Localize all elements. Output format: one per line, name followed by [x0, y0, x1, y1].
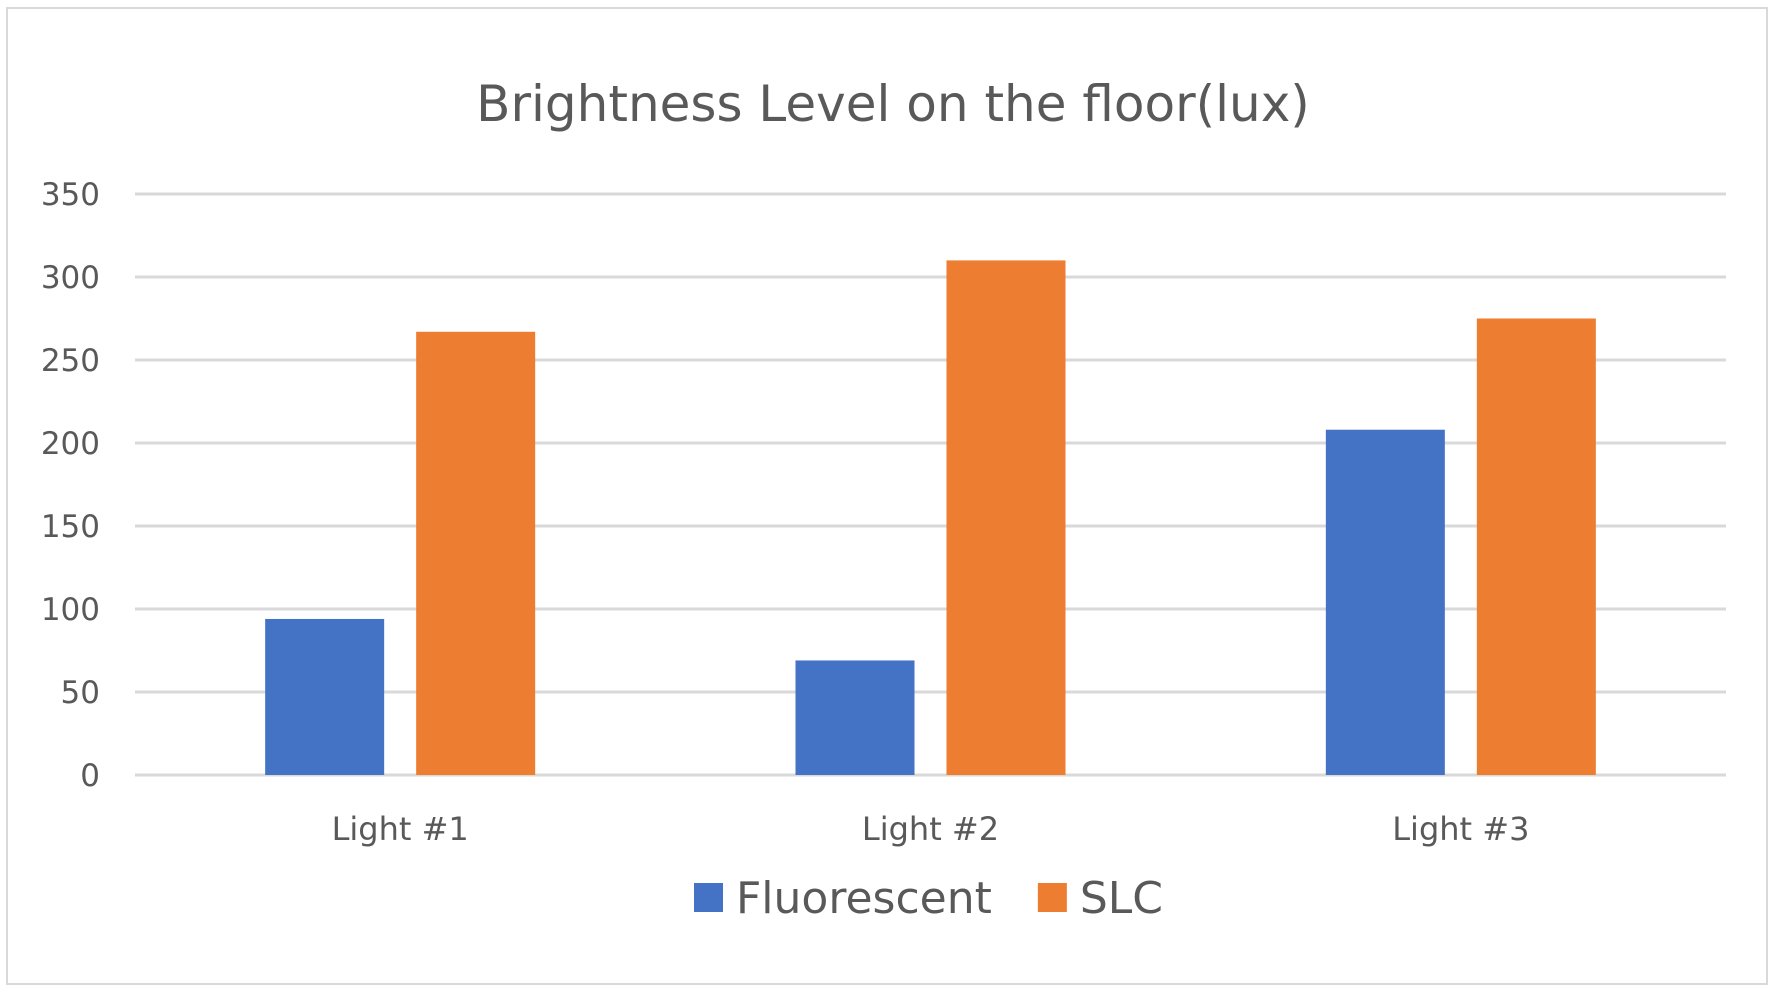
- y-tick-label: 350: [41, 177, 100, 213]
- gridlines: [135, 192, 1726, 777]
- bar-chart: Brightness Level on the floor(lux) 0 50 10…: [41, 75, 1726, 924]
- x-tick-label: Light #2: [862, 810, 999, 848]
- y-tick-label: 50: [61, 675, 100, 711]
- chart-frame: Brightness Level on the floor(lux) 0 50 10…: [6, 7, 1768, 985]
- y-tick-label: 100: [41, 592, 100, 628]
- legend-item-fluorescent: Fluorescent: [694, 873, 992, 924]
- bar-slc-3: [1476, 318, 1596, 775]
- legend-item-slc: SLC: [1037, 873, 1163, 924]
- legend-swatch: [1037, 883, 1067, 912]
- bar-fluorescent-3: [1325, 429, 1445, 775]
- legend: Fluorescent SLC: [694, 873, 1163, 924]
- legend-label: SLC: [1080, 873, 1163, 924]
- bar-slc-1: [416, 331, 536, 775]
- x-tick-label: Light #1: [332, 810, 469, 848]
- y-axis-ticks: 0 50 100 150 200 250 300 350: [41, 177, 100, 794]
- chart-title: Brightness Level on the floor(lux): [476, 75, 1310, 133]
- bar-fluorescent-1: [265, 618, 385, 775]
- y-tick-label: 300: [41, 260, 100, 296]
- legend-swatch: [694, 883, 723, 912]
- y-tick-label: 150: [41, 509, 100, 545]
- bars: [265, 260, 1596, 775]
- bar-fluorescent-2: [795, 660, 915, 775]
- y-tick-label: 200: [41, 426, 100, 462]
- x-tick-label: Light #3: [1392, 810, 1529, 848]
- x-axis-ticks: Light #1 Light #2 Light #3: [332, 810, 1530, 848]
- legend-label: Fluorescent: [736, 873, 992, 924]
- y-tick-label: 0: [80, 758, 100, 794]
- bar-slc-2: [946, 260, 1066, 775]
- y-tick-label: 250: [41, 343, 100, 379]
